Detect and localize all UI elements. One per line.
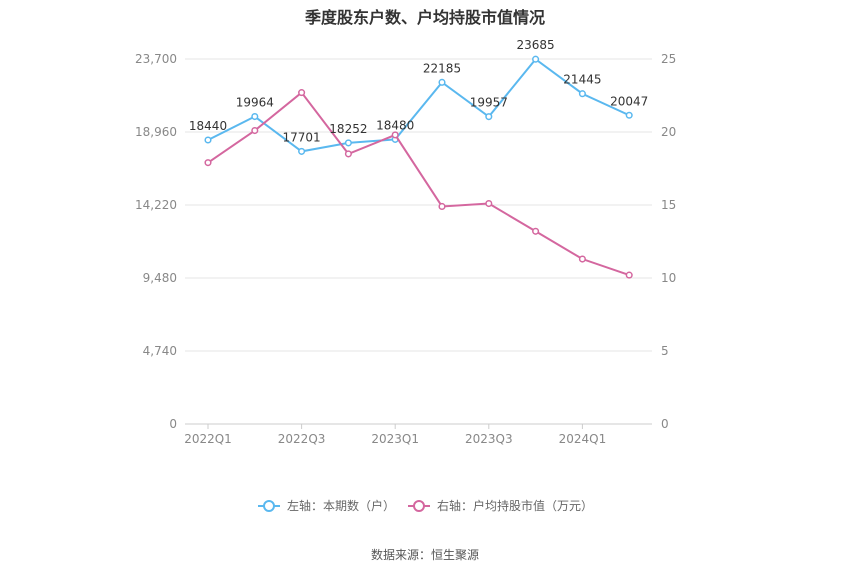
right-axis-tick: 0 (661, 417, 669, 431)
holders-data-label: 21445 (563, 73, 601, 87)
holders-point (251, 112, 259, 121)
holders-point (532, 55, 540, 63)
avg-value-point (344, 150, 352, 158)
left-axis-tick: 4,740 (143, 344, 177, 358)
left-axis-tick: 9,480 (143, 271, 177, 285)
left-axis-tick: 14,220 (135, 198, 177, 212)
legend-avg-value-label: 右轴：户均持股市值（万元） (437, 498, 593, 513)
series-line-holders (207, 57, 630, 153)
avg-value-point (485, 199, 493, 208)
holders-point (298, 147, 306, 155)
right-axis-tick: 10 (661, 271, 676, 285)
holders-point (344, 139, 352, 147)
avg-value-point (298, 89, 306, 97)
avg-value-point (578, 255, 586, 263)
left-axis-tick: 0 (169, 417, 177, 431)
holders-point (204, 136, 212, 144)
right-axis-tick: 5 (661, 344, 669, 358)
legend-holders-marker (263, 500, 275, 512)
holders-data-label: 22185 (423, 61, 461, 75)
x-axis-tick-label: 2024Q1 (559, 432, 607, 446)
holders-point (438, 78, 446, 86)
right-axis-tick: 20 (661, 125, 676, 139)
avg-value-point (251, 126, 259, 135)
series-line-avg-value (207, 91, 630, 277)
holders-data-label: 19964 (236, 96, 274, 110)
right-axis-tick: 25 (661, 52, 676, 66)
avg-value-point (438, 202, 446, 211)
holders-data-label: 19957 (470, 96, 508, 110)
x-axis-tick-label: 2023Q3 (465, 432, 513, 446)
avg-value-point (391, 131, 399, 139)
legend-holders-label: 左轴：本期数（户） (287, 498, 395, 513)
avg-value-point (532, 227, 540, 235)
holders-point (578, 90, 586, 98)
holders-data-label: 17701 (283, 130, 321, 144)
holders-point (625, 111, 633, 119)
holders-point (485, 113, 493, 121)
avg-value-point (204, 159, 212, 167)
data-source: 数据来源：恒生聚源 (370, 548, 479, 562)
left-axis-tick: 23,700 (135, 52, 177, 66)
holders-data-label: 20047 (610, 94, 648, 108)
avg-value-point (625, 271, 633, 279)
holders-data-label: 18480 (376, 118, 414, 132)
right-axis-tick: 15 (661, 198, 676, 212)
x-axis-tick-label: 2023Q1 (371, 432, 419, 446)
legend-avg-value-marker (413, 500, 425, 512)
holders-data-label: 18440 (189, 119, 227, 133)
holders-data-label: 23685 (517, 38, 555, 52)
x-axis-tick-label: 2022Q1 (184, 432, 232, 446)
x-axis-tick-label: 2022Q3 (278, 432, 326, 446)
chart-title: 季度股东户数、户均持股市值情况 (304, 8, 545, 27)
left-axis-tick: 18,960 (135, 125, 177, 139)
holders-data-label: 18252 (329, 122, 367, 136)
